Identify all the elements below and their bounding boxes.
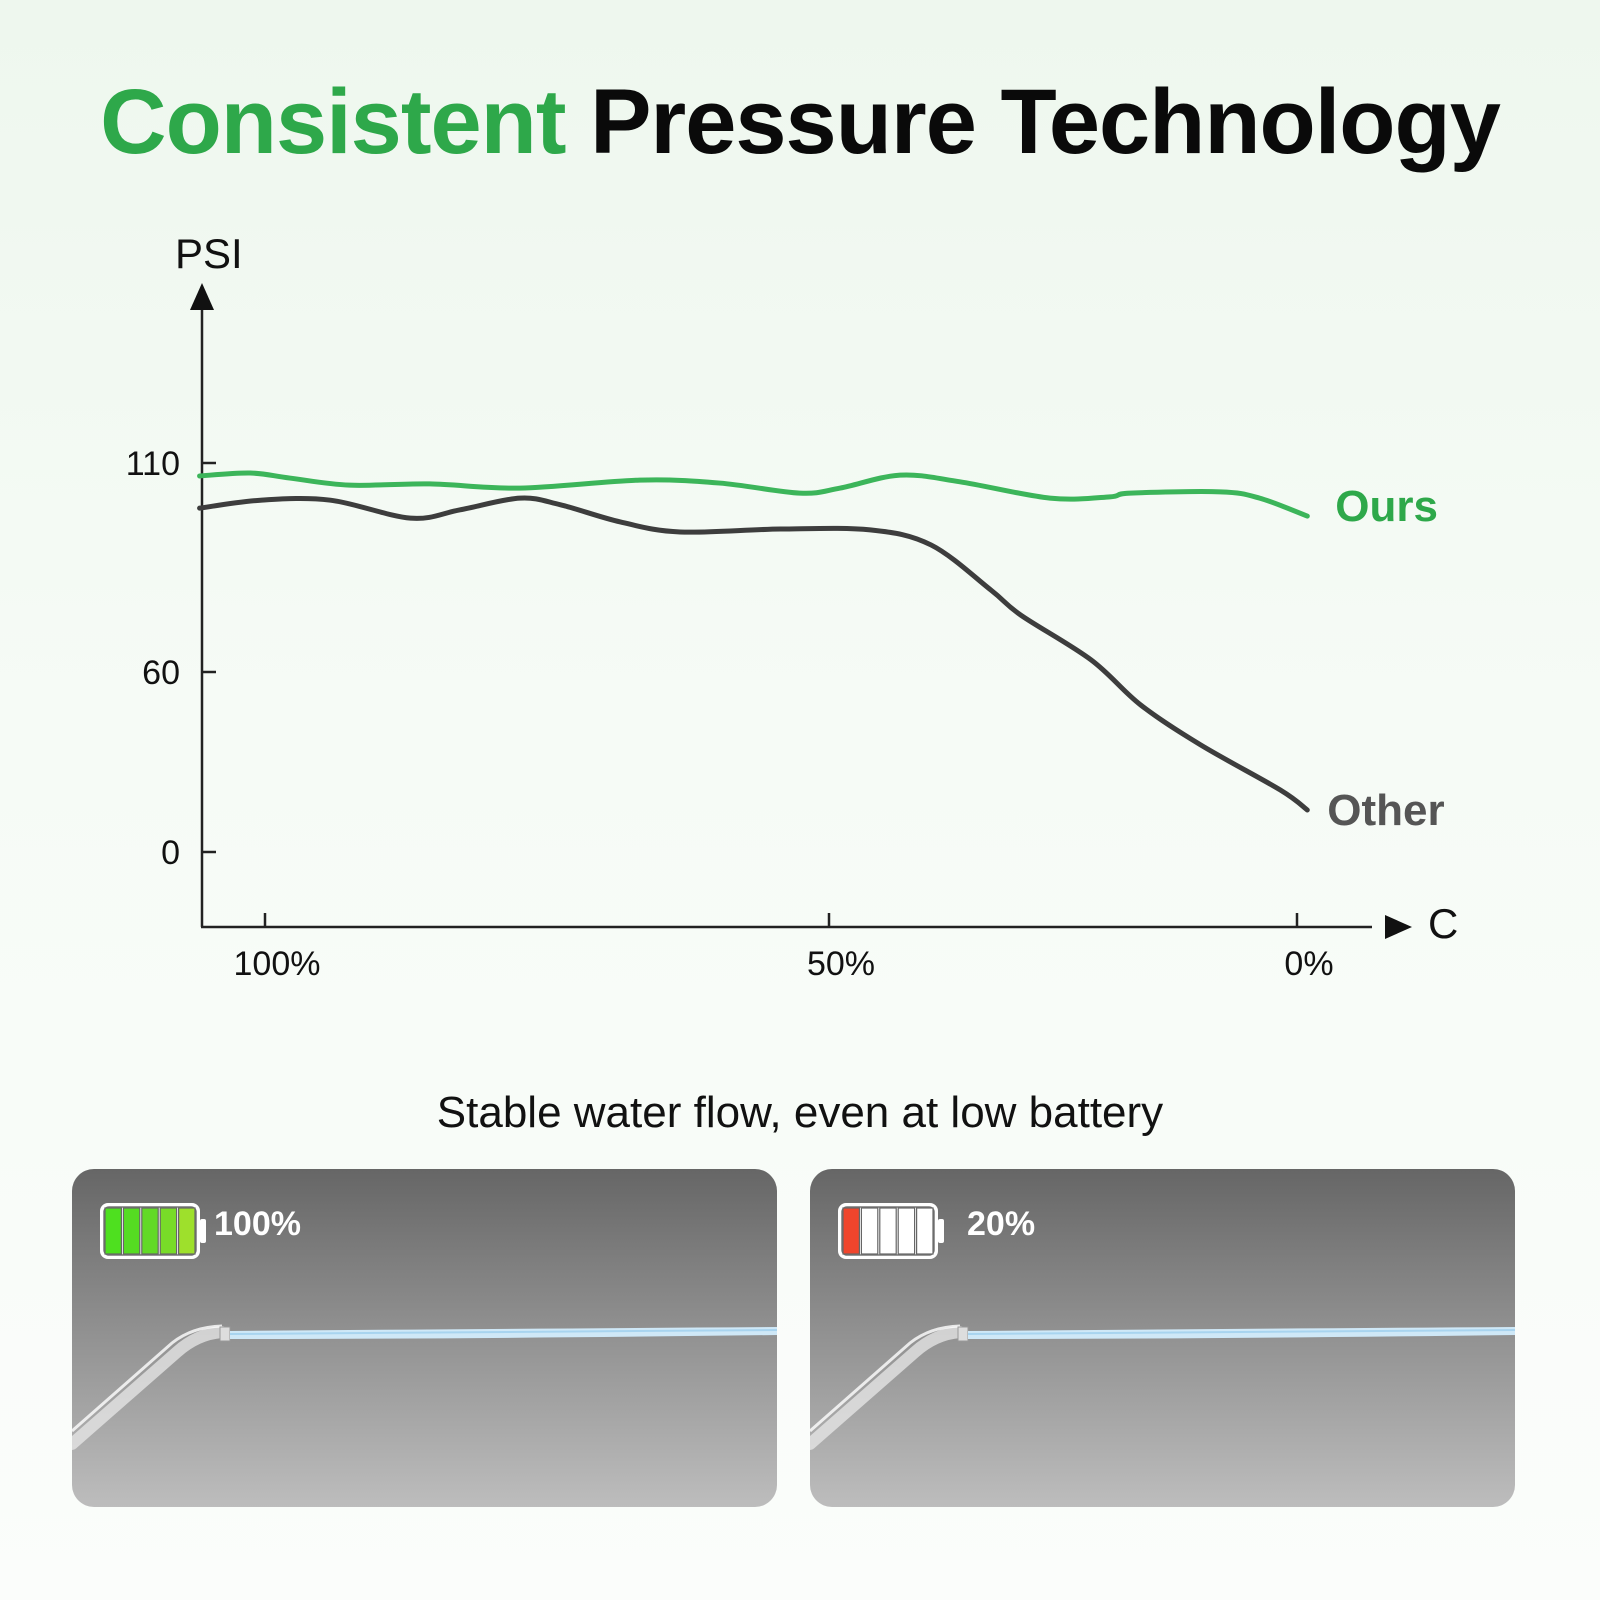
series-label: Ours: [1335, 482, 1438, 531]
battery-cap: [200, 1219, 206, 1243]
page-title: Consistent Pressure Technology: [0, 70, 1600, 175]
y-tick-label: 0: [161, 834, 180, 872]
series-label: Other: [1327, 786, 1444, 835]
battery-cell: [860, 1207, 879, 1255]
battery-cell: [879, 1207, 897, 1255]
battery-cap: [938, 1219, 944, 1243]
y-tick-label: 60: [142, 654, 180, 692]
battery-cell: [104, 1207, 122, 1255]
battery-percent-label: 20%: [967, 1205, 1036, 1243]
battery-cell: [141, 1207, 159, 1255]
subtitle: Stable water flow, even at low battery: [436, 1088, 1164, 1137]
x-axis-arrow-icon: [1385, 915, 1412, 939]
series-line-ours: [197, 470, 1310, 519]
battery-cell: [177, 1207, 196, 1255]
y-axis-arrow-icon: [190, 283, 214, 310]
y-axis-label: PSI: [175, 230, 243, 277]
x-tick-label: 100%: [234, 945, 321, 983]
x-axis-label: C: [1428, 900, 1458, 947]
battery-percent-label: 100%: [214, 1205, 301, 1243]
title-highlight: Consistent: [100, 71, 566, 173]
battery-panel-low: 20%: [810, 1169, 1515, 1507]
battery-cell: [842, 1207, 860, 1255]
title-rest: Pressure Technology: [590, 71, 1501, 173]
axes: PSI C: [175, 230, 1458, 947]
series-line-other: [197, 495, 1310, 813]
battery-cell: [159, 1207, 178, 1255]
battery-cell: [122, 1207, 141, 1255]
water-flosser-tip-image: [72, 1203, 777, 1450]
y-tick-label: 110: [126, 445, 180, 483]
battery-cell: [897, 1207, 916, 1255]
battery-icon: [838, 1203, 944, 1259]
pressure-chart: PSI C 0 60 110 100% 50% 0% Ours Other: [126, 230, 1459, 983]
battery-panel-full: 100%: [72, 1169, 777, 1507]
x-tick-label: 50%: [807, 945, 875, 983]
water-flosser-tip-image: [810, 1203, 1515, 1450]
x-tick-label: 0%: [1284, 945, 1333, 983]
battery-icon: [100, 1203, 206, 1259]
battery-cell: [915, 1207, 934, 1255]
